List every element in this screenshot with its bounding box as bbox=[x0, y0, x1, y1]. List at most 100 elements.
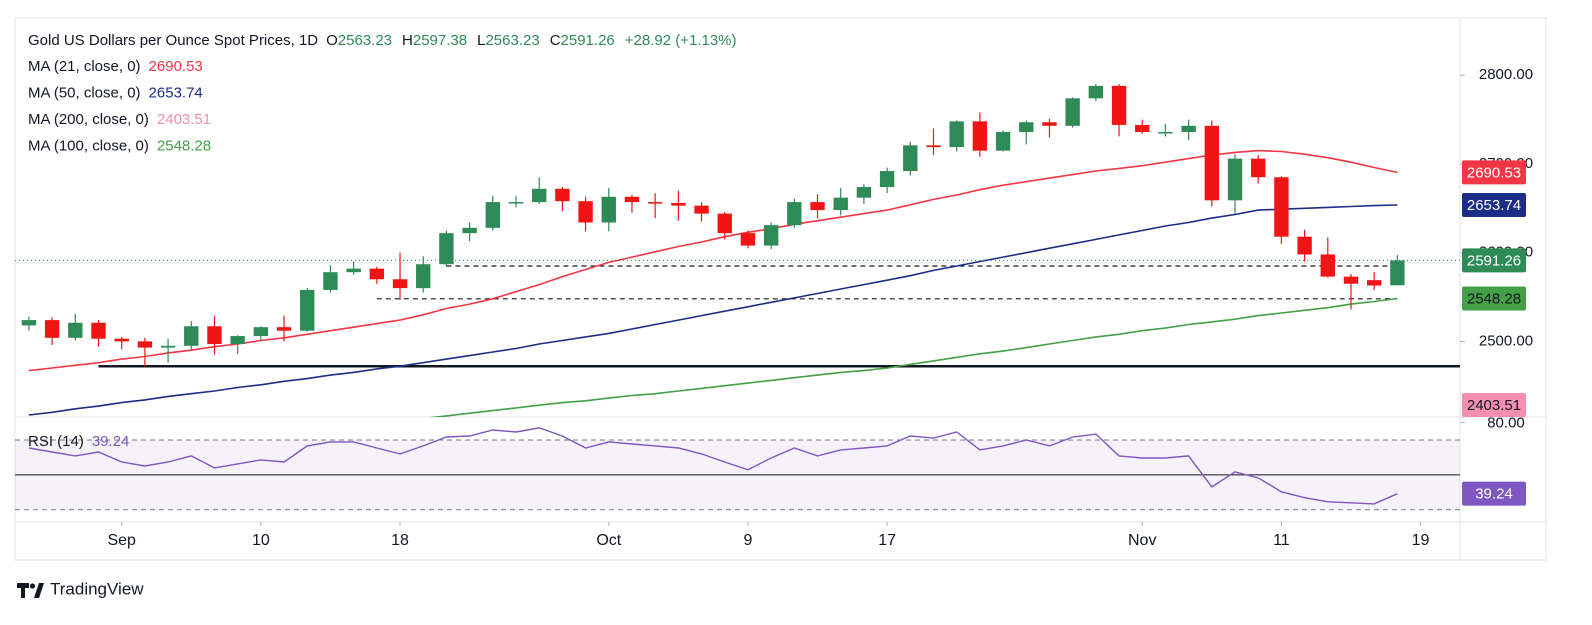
x-tick-label: Nov bbox=[1128, 532, 1156, 549]
legend-text: RSI (14) bbox=[28, 433, 84, 450]
candle-body bbox=[1274, 177, 1289, 237]
price-badge-label: 2403.51 bbox=[1467, 397, 1521, 414]
candle-body bbox=[44, 320, 60, 338]
candle-body bbox=[1227, 158, 1243, 201]
price-badge-label: 2690.53 bbox=[1467, 164, 1521, 181]
legend-text: 2591.26 bbox=[561, 32, 615, 49]
candle-body bbox=[1088, 85, 1104, 99]
candle-body bbox=[578, 201, 593, 223]
candle-body bbox=[137, 341, 153, 348]
legend-text: C bbox=[550, 32, 561, 49]
candle-body bbox=[1065, 98, 1080, 126]
y-tick-label: 2800.00 bbox=[1479, 66, 1533, 83]
price-badge bbox=[1462, 160, 1526, 185]
legend-text: 2597.38 bbox=[413, 32, 467, 49]
logo-mark bbox=[29, 583, 36, 589]
rsi-pane bbox=[15, 427, 1460, 511]
candle-body bbox=[949, 121, 964, 148]
price-badge bbox=[1462, 192, 1526, 217]
legend-text: MA (100, close, 0) bbox=[28, 137, 149, 154]
legend-text: +28.92 (+1.13%) bbox=[625, 32, 737, 49]
candle-body bbox=[485, 202, 500, 228]
logo bbox=[17, 583, 44, 598]
candle-body bbox=[1111, 85, 1127, 125]
candle-body bbox=[926, 145, 941, 148]
candle-body bbox=[879, 171, 895, 188]
candle-body bbox=[1366, 280, 1382, 286]
candle-body bbox=[1343, 276, 1359, 284]
legend-text: H bbox=[402, 32, 413, 49]
rsi-legend: RSI (14) 39.24 bbox=[28, 433, 129, 450]
candle-body bbox=[763, 225, 779, 246]
x-tick-label: 19 bbox=[1412, 532, 1430, 549]
candle-body bbox=[68, 322, 83, 338]
candle-body bbox=[1135, 124, 1150, 133]
legend-text: 2690.53 bbox=[149, 58, 203, 75]
rsi-badge-label: 39.24 bbox=[1475, 486, 1513, 503]
price-badge-label: 2591.26 bbox=[1467, 252, 1521, 269]
candle-body bbox=[531, 188, 547, 203]
legend-text: 2653.74 bbox=[149, 84, 203, 101]
legend-header: Gold US Dollars per Ounce Spot Prices, 1… bbox=[28, 32, 737, 49]
candle-body bbox=[508, 202, 524, 204]
candle-body bbox=[601, 196, 616, 223]
candle-body bbox=[439, 233, 454, 265]
ma-legend: MA (200, close, 0) 2403.51 bbox=[28, 111, 211, 128]
legend-text: 2563.23 bbox=[338, 32, 392, 49]
candle-body bbox=[369, 268, 385, 280]
candle-body bbox=[323, 272, 338, 290]
candle-body bbox=[253, 327, 269, 337]
candle-body bbox=[1251, 158, 1266, 178]
price-badge bbox=[1462, 393, 1526, 417]
candle-body bbox=[114, 338, 129, 342]
candle-body bbox=[346, 268, 361, 273]
candle-body bbox=[1320, 254, 1335, 277]
x-tick-label: 10 bbox=[252, 532, 270, 549]
candle-body bbox=[833, 197, 848, 211]
price-pane bbox=[15, 84, 1460, 417]
candle-body bbox=[694, 205, 709, 214]
x-tick-label: 17 bbox=[878, 532, 896, 549]
price-badge-label: 2653.74 bbox=[1467, 197, 1521, 214]
candle-body bbox=[1390, 260, 1405, 286]
candle-body bbox=[1158, 132, 1173, 134]
price-badge bbox=[1462, 248, 1526, 273]
candle-body bbox=[671, 202, 686, 206]
candle-body bbox=[300, 289, 315, 331]
legend-text: L bbox=[477, 32, 485, 49]
candle-body bbox=[184, 326, 199, 346]
candle-body bbox=[416, 264, 431, 289]
candle-body bbox=[856, 187, 872, 198]
legend-text: O bbox=[326, 32, 338, 49]
candle-body bbox=[1297, 236, 1312, 255]
candle-body bbox=[903, 145, 918, 172]
x-tick-label: 9 bbox=[743, 532, 752, 549]
candle-body bbox=[1181, 125, 1196, 133]
rsi-badge bbox=[1462, 481, 1526, 506]
candle-body bbox=[276, 327, 292, 331]
legend-text: MA (21, close, 0) bbox=[28, 58, 141, 75]
legend-text: 2548.28 bbox=[157, 137, 211, 154]
ma-legend: MA (50, close, 0) 2653.74 bbox=[28, 84, 203, 101]
legend-text: Gold US Dollars per Ounce Spot Prices, 1… bbox=[28, 32, 318, 49]
candle-body bbox=[462, 227, 477, 234]
candle-body bbox=[717, 213, 732, 234]
legend-text: 2403.51 bbox=[157, 111, 211, 128]
candle-body bbox=[91, 322, 106, 339]
ma-line bbox=[28, 204, 1398, 416]
ma-legend: MA (100, close, 0) 2548.28 bbox=[28, 137, 211, 154]
candle-body bbox=[1019, 122, 1034, 133]
price-badge bbox=[1462, 286, 1526, 311]
ma-line bbox=[28, 149, 1398, 372]
candle-body bbox=[624, 196, 640, 203]
rsi-line bbox=[28, 427, 1398, 505]
watermark: TradingView bbox=[50, 579, 144, 598]
x-tick-label: Oct bbox=[596, 532, 621, 549]
chart-frame bbox=[14, 17, 1547, 561]
rsi-tick-label: 80.00 bbox=[1487, 415, 1525, 432]
x-tick-label: 18 bbox=[391, 532, 409, 549]
candle-body bbox=[995, 132, 1011, 151]
logo-mark bbox=[17, 583, 29, 598]
candle-body bbox=[647, 202, 663, 204]
